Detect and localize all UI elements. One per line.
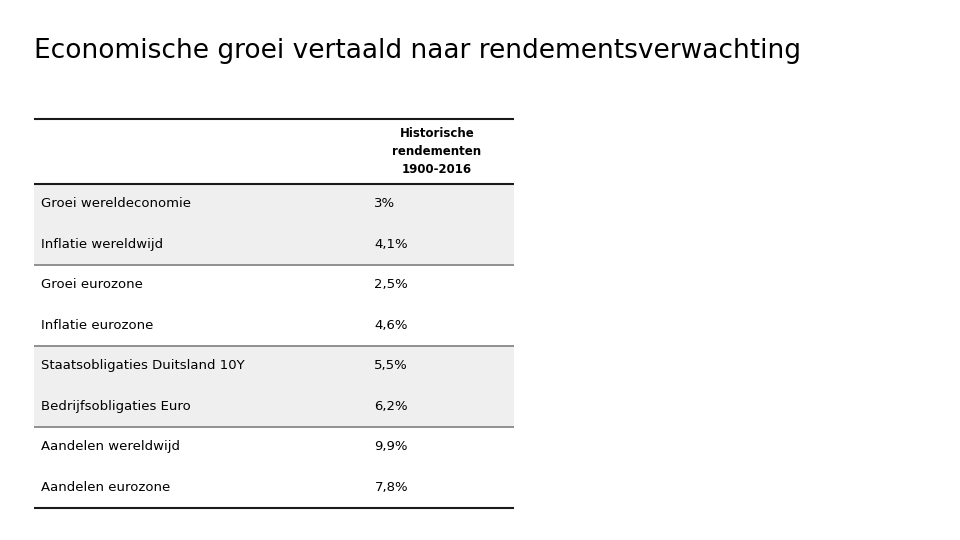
Text: Groei eurozone: Groei eurozone xyxy=(41,278,143,292)
Bar xyxy=(34,305,514,346)
Text: 6,2%: 6,2% xyxy=(374,400,408,413)
Text: 5,5%: 5,5% xyxy=(374,359,408,373)
Text: 9,9%: 9,9% xyxy=(374,440,408,454)
Bar xyxy=(34,184,514,224)
Text: Inflatie eurozone: Inflatie eurozone xyxy=(41,319,154,332)
Text: Staatsobligaties Duitsland 10Y: Staatsobligaties Duitsland 10Y xyxy=(41,359,245,373)
Text: Bedrijfsobligaties Euro: Bedrijfsobligaties Euro xyxy=(41,400,191,413)
Text: 7,8%: 7,8% xyxy=(374,481,408,494)
Text: Inflatie wereldwijd: Inflatie wereldwijd xyxy=(41,238,163,251)
Bar xyxy=(34,224,514,265)
Text: 2,5%: 2,5% xyxy=(374,278,408,292)
Text: 4,1%: 4,1% xyxy=(374,238,408,251)
Bar xyxy=(34,265,514,305)
Text: 4,6%: 4,6% xyxy=(374,319,408,332)
Text: Aandelen eurozone: Aandelen eurozone xyxy=(41,481,171,494)
Text: Aandelen wereldwijd: Aandelen wereldwijd xyxy=(41,440,180,454)
Text: Economische groei vertaald naar rendementsverwachting: Economische groei vertaald naar rendemen… xyxy=(34,38,801,64)
Bar xyxy=(34,427,514,467)
Bar xyxy=(34,346,514,386)
Bar xyxy=(34,467,514,508)
Text: Groei wereldeconomie: Groei wereldeconomie xyxy=(41,197,191,211)
Text: Historische
rendementen
1900-2016: Historische rendementen 1900-2016 xyxy=(393,127,481,176)
Bar xyxy=(34,386,514,427)
Text: 3%: 3% xyxy=(374,197,396,211)
